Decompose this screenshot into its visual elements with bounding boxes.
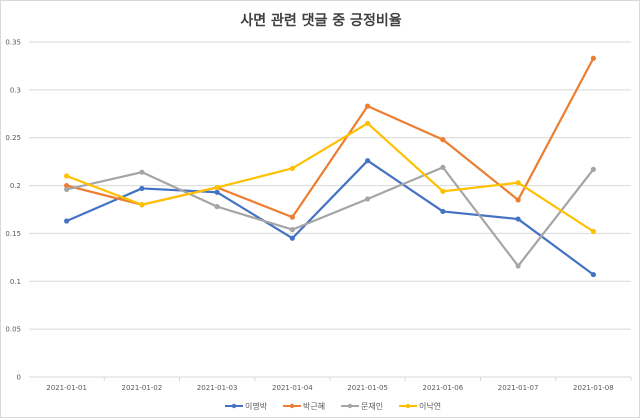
x-tick-label: 2021-01-01 [46,384,87,392]
data-point [365,196,371,202]
y-tick-label: 0.25 [5,134,21,142]
data-point [515,180,521,186]
data-point [64,186,70,192]
x-tick-label: 2021-01-07 [498,384,539,392]
legend-label: 이낙연 [419,401,441,411]
chart-title: 사면 관련 댓글 중 긍정비율 [240,12,401,29]
x-tick-label: 2021-01-03 [197,384,238,392]
data-point [289,214,295,220]
data-point [139,169,145,175]
data-point [590,166,596,172]
y-tick-label: 0.05 [5,326,21,334]
data-point [440,188,446,194]
x-tick-label: 2021-01-02 [122,384,163,392]
y-tick-label: 0.2 [10,182,21,190]
data-point [590,228,596,235]
y-tick-label: 0.1 [10,278,21,286]
data-point [64,218,70,224]
x-tick-label: 2021-01-05 [347,384,388,392]
legend-marker [289,403,295,409]
data-point [365,158,371,164]
y-tick-label: 0.15 [5,230,21,238]
data-point [365,103,371,109]
x-tick-label: 2021-01-08 [573,384,614,392]
legend-label: 이명박 [245,401,268,411]
x-tick-label: 2021-01-04 [272,384,313,392]
data-point [214,204,220,210]
x-tick-label: 2021-01-06 [423,384,464,392]
data-point [440,208,446,215]
data-point [515,216,521,222]
y-tick-label: 0.3 [10,86,21,94]
data-point [440,164,446,170]
legend-marker [405,403,411,409]
data-point [64,182,70,189]
legend-label: 문재인 [361,401,383,411]
data-point [289,235,295,241]
series-line-이낙연 [66,122,594,233]
data-point [64,173,70,179]
data-point [289,165,295,171]
data-point [214,189,220,195]
data-point [365,120,371,126]
series-line-이명박 [66,159,595,276]
data-point [440,137,446,143]
y-tick-label: 0.35 [5,39,21,47]
data-point [590,271,596,278]
data-point [139,185,145,192]
series-line-문재인 [66,166,595,268]
data-point [139,202,145,208]
data-point [515,197,521,203]
y-tick-label: 0 [17,374,21,382]
legend-label: 박근혜 [303,401,325,411]
data-point [214,184,220,191]
legend-marker [231,403,237,409]
data-point [289,227,295,233]
data-point [515,263,521,269]
legend-marker [347,403,353,409]
data-point [590,55,596,61]
